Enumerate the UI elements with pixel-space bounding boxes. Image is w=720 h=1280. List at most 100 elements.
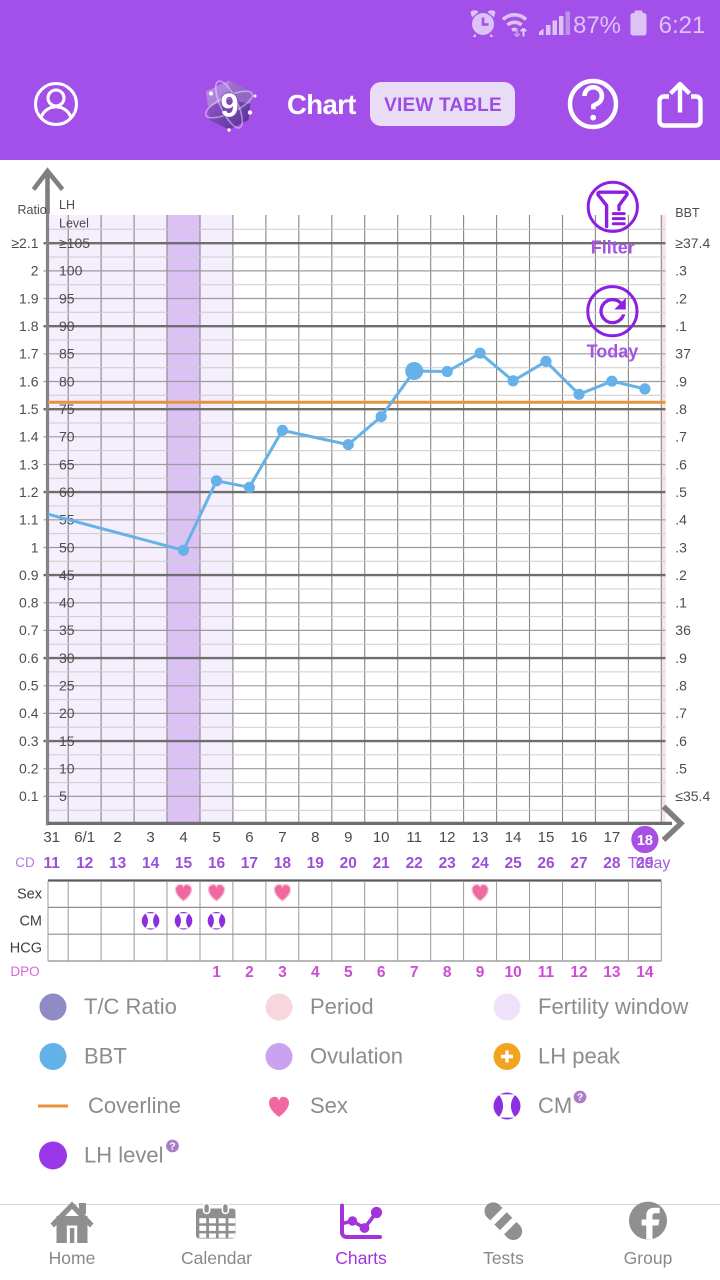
svg-text:5: 5 (59, 788, 67, 804)
svg-text:Coverline: Coverline (88, 1093, 181, 1118)
svg-text:17: 17 (604, 829, 621, 846)
svg-text:1.5: 1.5 (19, 401, 39, 417)
svg-text:Fertility window: Fertility window (538, 994, 688, 1019)
svg-text:17: 17 (241, 855, 258, 872)
svg-text:15: 15 (175, 855, 193, 872)
svg-text:0.7: 0.7 (19, 622, 39, 638)
svg-text:85: 85 (59, 346, 75, 362)
svg-text:8: 8 (311, 829, 319, 846)
svg-text:31: 31 (43, 829, 60, 846)
svg-text:.3: .3 (675, 263, 687, 279)
svg-text:4: 4 (179, 829, 187, 846)
svg-text:12: 12 (570, 964, 587, 981)
svg-text:.3: .3 (675, 539, 687, 555)
svg-text:1: 1 (31, 539, 39, 555)
svg-text:4: 4 (311, 964, 320, 981)
svg-text:.7: .7 (675, 705, 687, 721)
svg-text:95: 95 (59, 290, 75, 306)
svg-text:1.3: 1.3 (19, 456, 39, 472)
svg-text:Tests: Tests (483, 1248, 524, 1268)
svg-text:≥105: ≥105 (59, 235, 90, 251)
svg-text:37: 37 (675, 346, 691, 362)
svg-text:6:21: 6:21 (659, 12, 706, 39)
svg-text:0.8: 0.8 (19, 595, 39, 611)
svg-text:10: 10 (504, 964, 521, 981)
svg-text:14: 14 (142, 855, 160, 872)
svg-text:.8: .8 (675, 678, 687, 694)
svg-text:HCG: HCG (10, 941, 42, 957)
svg-text:.7: .7 (675, 429, 687, 445)
svg-text:CM: CM (19, 914, 42, 930)
svg-text:LH: LH (59, 198, 75, 212)
svg-text:87%: 87% (573, 12, 621, 39)
svg-text:BBT: BBT (84, 1044, 127, 1069)
svg-text:50: 50 (59, 539, 75, 555)
svg-text:1.9: 1.9 (19, 290, 39, 306)
svg-text:Calendar: Calendar (181, 1248, 252, 1268)
svg-text:13: 13 (472, 829, 489, 846)
svg-text:22: 22 (406, 855, 423, 872)
svg-text:24: 24 (471, 855, 489, 872)
svg-text:11: 11 (406, 829, 422, 846)
svg-text:13: 13 (109, 855, 127, 872)
svg-text:1: 1 (212, 964, 221, 981)
svg-text:21: 21 (373, 855, 391, 872)
svg-text:15: 15 (59, 733, 75, 749)
svg-text:Group: Group (624, 1248, 673, 1268)
svg-text:T/C Ratio: T/C Ratio (84, 994, 177, 1019)
svg-text:19: 19 (307, 855, 325, 872)
svg-text:DPO: DPO (10, 964, 39, 979)
svg-text:Chart: Chart (287, 89, 356, 120)
svg-text:5: 5 (344, 964, 353, 981)
svg-text:16: 16 (208, 855, 226, 872)
svg-text:LH peak: LH peak (538, 1044, 621, 1069)
svg-text:28: 28 (603, 855, 621, 872)
svg-text:2: 2 (245, 964, 254, 981)
svg-text:36: 36 (675, 622, 691, 638)
svg-text:2: 2 (31, 263, 39, 279)
svg-text:10: 10 (59, 761, 75, 777)
svg-text:60: 60 (59, 484, 75, 500)
svg-text:3: 3 (146, 829, 154, 846)
svg-text:2: 2 (113, 829, 121, 846)
svg-text:18: 18 (274, 855, 292, 872)
svg-text:0.4: 0.4 (19, 705, 39, 721)
svg-text:3: 3 (278, 964, 287, 981)
svg-text:0.1: 0.1 (19, 788, 39, 804)
svg-text:12: 12 (76, 855, 93, 872)
svg-text:35: 35 (59, 622, 75, 638)
svg-text:7: 7 (410, 964, 419, 981)
svg-text:.5: .5 (675, 761, 687, 777)
svg-text:0.6: 0.6 (19, 650, 39, 666)
svg-text:15: 15 (538, 829, 555, 846)
svg-text:?: ? (169, 1140, 175, 1152)
svg-text:0.2: 0.2 (19, 761, 39, 777)
svg-text:.1: .1 (675, 318, 687, 334)
svg-text:27: 27 (570, 855, 587, 872)
svg-text:.6: .6 (675, 733, 687, 749)
svg-text:≥2.1: ≥2.1 (11, 235, 38, 251)
svg-text:.9: .9 (675, 373, 687, 389)
svg-text:80: 80 (59, 373, 75, 389)
svg-text:≥37.4: ≥37.4 (675, 235, 710, 251)
svg-text:.9: .9 (675, 650, 687, 666)
svg-text:VIEW TABLE: VIEW TABLE (384, 95, 502, 116)
svg-text:Home: Home (49, 1248, 96, 1268)
svg-text:26: 26 (537, 855, 555, 872)
svg-text:9: 9 (220, 87, 238, 124)
svg-text:.8: .8 (675, 401, 687, 417)
svg-text:.4: .4 (675, 512, 687, 528)
svg-text:Sex: Sex (17, 887, 43, 903)
svg-text:70: 70 (59, 429, 75, 445)
svg-text:Charts: Charts (335, 1248, 387, 1268)
svg-text:1.4: 1.4 (19, 429, 39, 445)
svg-text:40: 40 (59, 595, 75, 611)
svg-text:Filter: Filter (591, 238, 635, 258)
svg-text:11: 11 (538, 964, 555, 981)
svg-text:.5: .5 (675, 484, 687, 500)
svg-text:1.6: 1.6 (19, 373, 39, 389)
svg-text:10: 10 (373, 829, 390, 846)
svg-text:12: 12 (439, 829, 456, 846)
svg-text:Ratio: Ratio (18, 203, 47, 217)
svg-text:90: 90 (59, 318, 75, 334)
